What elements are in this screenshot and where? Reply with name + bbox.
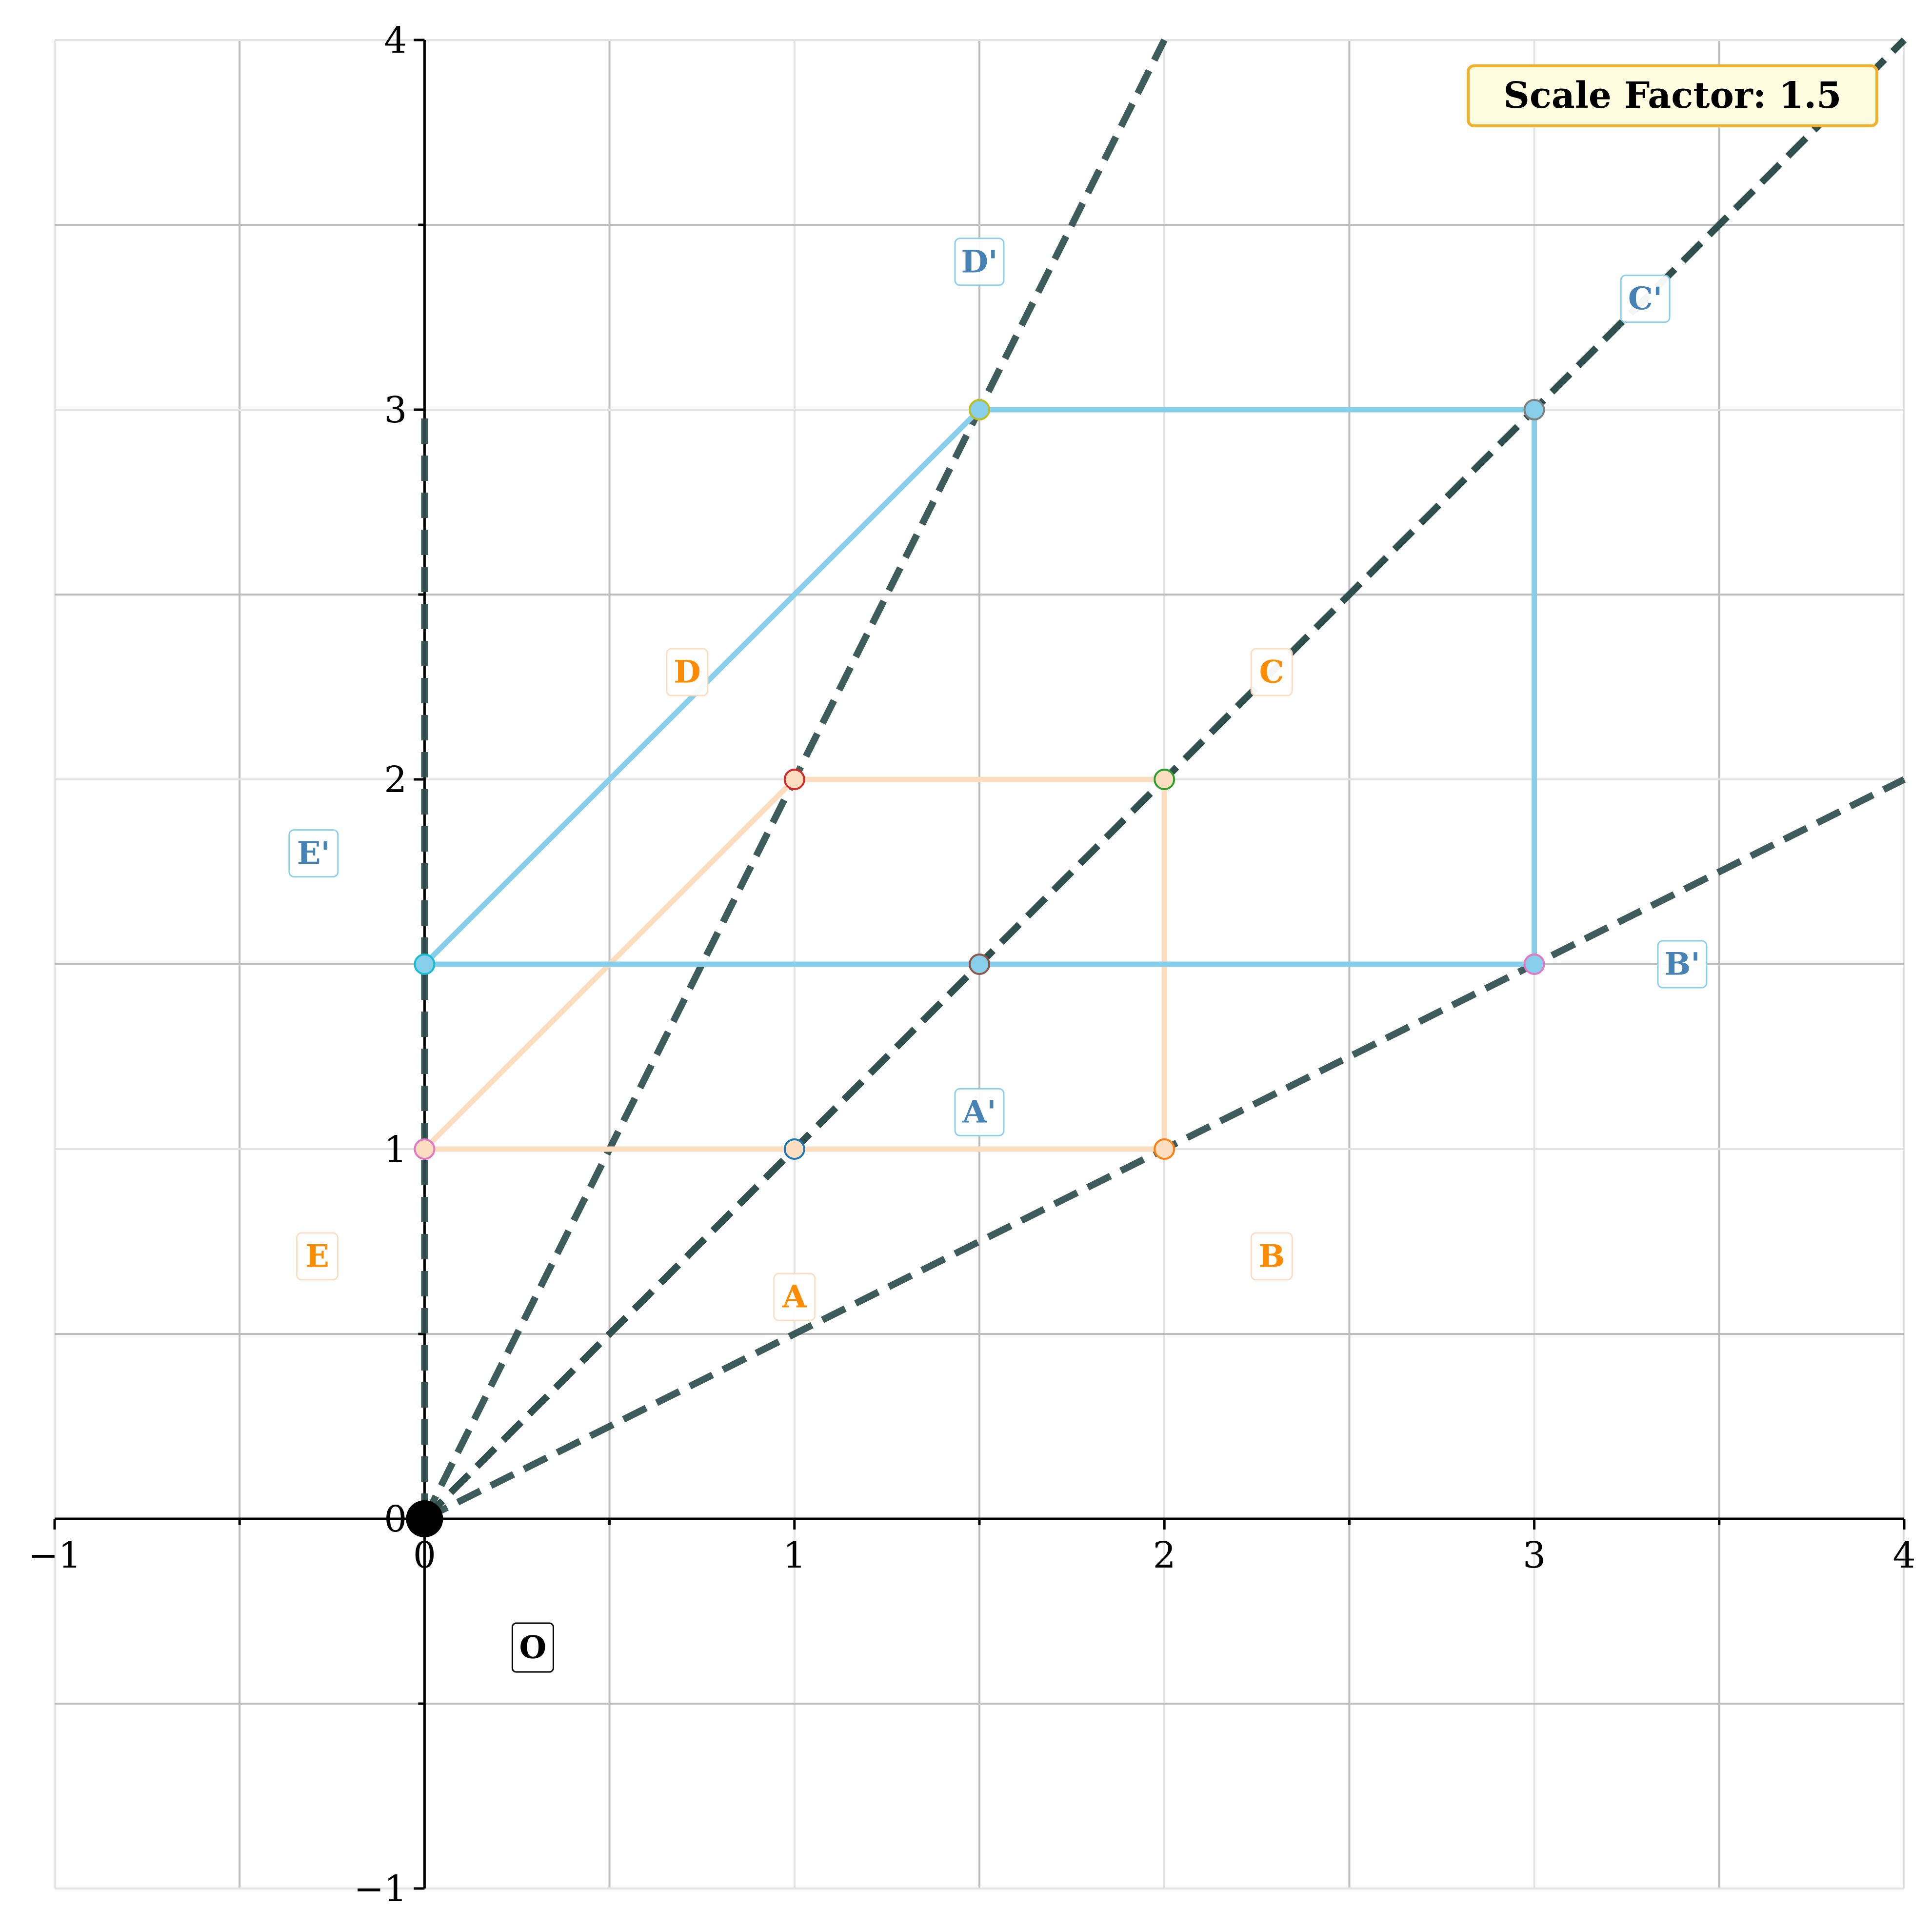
vertex-label-e-box (296, 1232, 339, 1281)
vertex-marker-b-prime (1523, 954, 1545, 975)
center-label-box (511, 1622, 554, 1673)
vertex-label-c-box (1250, 648, 1293, 696)
vertex-marker-d-prime (969, 399, 990, 420)
vertex-marker-b (1154, 1138, 1175, 1160)
vertex-label-b-prime: B' (1664, 946, 1700, 983)
y-tick-label: 1 (384, 1129, 407, 1171)
vertex-label-d-prime-box (954, 238, 1005, 286)
vertex-label-e-prime: E' (297, 835, 330, 872)
image-polygon (421, 407, 1537, 967)
vertex-label-d-box (666, 648, 709, 696)
x-tick-label: 3 (1523, 1534, 1546, 1576)
image-polygon-outline (421, 407, 1537, 967)
original-polygon-outline (421, 776, 1167, 1152)
center-point (406, 1500, 443, 1537)
vertex-label-e: E (305, 1238, 329, 1274)
vertex-label-d: D (674, 654, 701, 691)
vertex-label-c: C (1259, 654, 1284, 691)
vertex-label-b-prime-box (1657, 940, 1708, 989)
vertex-label-a: A (782, 1279, 807, 1315)
vertex-marker-a (783, 1138, 805, 1160)
vertex-marker-e-prime (414, 954, 436, 975)
vertex-marker-a-prime (969, 954, 990, 975)
x-tick-label: 4 (1892, 1534, 1915, 1576)
vertex-label-a-box (773, 1272, 816, 1321)
y-tick-label: 0 (384, 1498, 407, 1540)
y-tick-label: 2 (384, 759, 407, 801)
scale-factor-text: Scale Factor: 1.5 (1503, 75, 1841, 117)
vertex-label-e-prime-box (288, 829, 339, 878)
scale-factor-box: Scale Factor: 1.5 (1467, 64, 1878, 127)
center-of-dilation: O (406, 1500, 554, 1673)
y-tick-label: 4 (384, 20, 407, 61)
x-tick-label: 0 (413, 1534, 436, 1576)
vertex-marker-c (1154, 769, 1175, 790)
vertex-label-c-prime: C' (1628, 280, 1663, 317)
vertex-label-a-prime: A' (962, 1094, 996, 1131)
x-tick-label: 1 (783, 1534, 806, 1576)
vertex-label-b: B (1258, 1238, 1285, 1274)
x-tick-label: 2 (1153, 1534, 1176, 1576)
vertex-labels: A B C D E A' B' C' D' E' (288, 238, 1708, 1321)
vertex-marker-c-prime (1523, 399, 1545, 420)
scale-factor-box-frame (1467, 64, 1878, 127)
vertex-marker-d (783, 769, 805, 790)
vertex-label-c-prime-box (1620, 275, 1671, 323)
y-tick-label: 3 (384, 389, 407, 431)
vertex-label-d-prime: D' (961, 243, 997, 280)
vertex-marker-e (414, 1138, 436, 1160)
vertex-markers (414, 399, 1545, 1160)
center-label: O (519, 1630, 547, 1666)
x-tick-label: −1 (28, 1534, 81, 1576)
vertex-label-a-prime-box (954, 1088, 1005, 1136)
y-tick-label: −1 (354, 1868, 407, 1910)
vertex-label-b-box (1250, 1232, 1293, 1281)
original-polygon (421, 776, 1167, 1152)
